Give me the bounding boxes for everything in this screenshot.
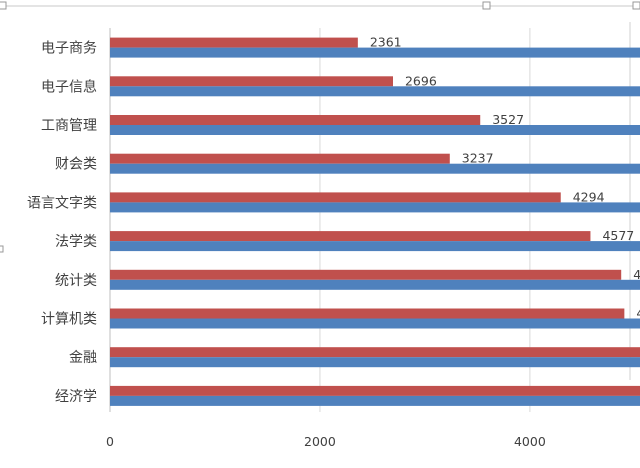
frame-handle-top[interactable] — [482, 1, 491, 10]
bar-series1-9 — [110, 385, 640, 396]
bar-series1-8 — [110, 347, 640, 358]
bar-series1-6 — [110, 269, 622, 280]
bar-series2-9 — [110, 395, 640, 406]
bar-series2-5 — [110, 241, 640, 252]
frame-handle-right-top[interactable] — [632, 1, 640, 10]
frame-handle-left[interactable] — [0, 1, 7, 10]
data-label: 4870 — [633, 267, 640, 282]
category-label: 工商管理 — [41, 118, 97, 134]
category-label: 电子商务 — [41, 41, 97, 57]
bar-series2-8 — [110, 357, 640, 368]
bar-series1-5 — [110, 231, 591, 242]
data-label: 4577 — [602, 228, 634, 243]
data-label: 3527 — [492, 112, 524, 127]
frame-handle-mid-left[interactable] — [0, 245, 4, 253]
data-label: 2696 — [405, 73, 437, 88]
category-label: 电子信息 — [41, 78, 97, 95]
data-label: 3237 — [462, 151, 494, 166]
bar-series2-3 — [110, 163, 640, 174]
data-label: 2361 — [370, 35, 402, 50]
bar-series2-6 — [110, 279, 640, 290]
bar-series2-1 — [110, 86, 640, 97]
category-label: 财会类 — [55, 157, 97, 173]
data-label: 4294 — [573, 189, 605, 204]
bar-series1-7 — [110, 308, 625, 319]
x-tick-label: 0 — [106, 434, 114, 449]
x-tick-label: 4000 — [514, 434, 546, 449]
category-label: 经济学 — [55, 389, 97, 405]
bar-series1-3 — [110, 153, 450, 164]
bar-series2-0 — [110, 47, 640, 58]
category-label: 语言文字类 — [27, 195, 97, 211]
category-label: 金融 — [69, 350, 97, 366]
x-tick-label: 2000 — [304, 434, 336, 449]
bar-series1-0 — [110, 37, 358, 48]
bar-series2-4 — [110, 202, 640, 213]
bar-series2-7 — [110, 318, 640, 329]
category-label: 统计类 — [55, 273, 97, 289]
bar-series2-2 — [110, 125, 640, 135]
bar-series1-4 — [110, 192, 561, 203]
category-label: 法学类 — [55, 234, 97, 250]
category-label: 计算机类 — [41, 312, 97, 328]
bar-series1-2 — [110, 115, 481, 125]
bar-series1-1 — [110, 76, 393, 87]
data-label: 4900 — [636, 306, 640, 321]
